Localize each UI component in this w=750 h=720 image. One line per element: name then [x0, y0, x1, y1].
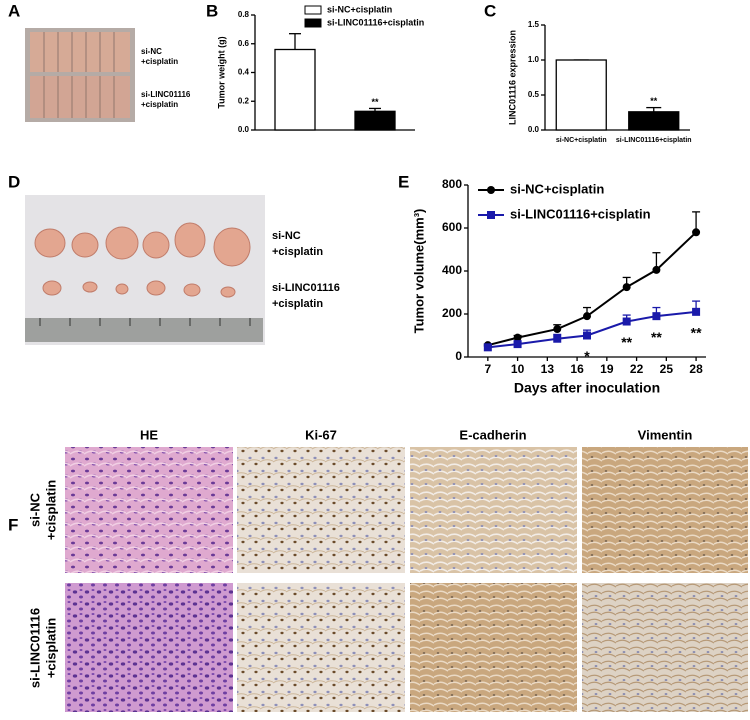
- tumor-photo: [25, 195, 265, 345]
- significance: **: [651, 329, 662, 345]
- group-label: +cisplatin: [272, 298, 323, 310]
- marker: [652, 312, 661, 321]
- x-tick-label: 22: [630, 362, 644, 376]
- significance: **: [621, 334, 632, 350]
- y-tick-label: 600: [442, 220, 462, 234]
- legend-label: si-NC+cisplatin: [327, 4, 392, 14]
- histology-images: [65, 447, 748, 712]
- y-tick-label: 1.5: [528, 20, 540, 29]
- bar: [628, 111, 680, 131]
- panel-label: F: [8, 515, 18, 534]
- y-tick-label: 0.0: [238, 125, 250, 134]
- x-tick-label: 13: [541, 362, 555, 376]
- x-tick-label: si-LINC01116+cisplatin: [616, 137, 692, 144]
- bar: [274, 48, 316, 131]
- y-tick-label: 1.0: [528, 55, 540, 64]
- y-tick-label: 400: [442, 263, 462, 277]
- group-label: si-LINC01116: [272, 282, 340, 294]
- y-tick-label: 0.0: [528, 125, 540, 134]
- significance: **: [691, 325, 702, 341]
- x-tick-label: 16: [570, 362, 584, 376]
- bar: [354, 110, 396, 131]
- group-label: +cisplatin: [141, 100, 178, 109]
- legend-label: si-LINC01116+cisplatin: [327, 17, 424, 27]
- mice-photo: [25, 28, 135, 122]
- panel-label: C: [484, 1, 496, 20]
- y-axis-label: Tumor weight (g): [216, 36, 226, 108]
- group-label: +cisplatin: [141, 57, 178, 66]
- legend-swatch: [304, 5, 322, 15]
- y-tick-label: 0.4: [238, 68, 250, 77]
- y-tick-label: 0.5: [528, 90, 540, 99]
- group-label: si-LINC01116: [141, 90, 191, 99]
- row-label: +cisplatin: [43, 480, 58, 540]
- marker: [483, 343, 492, 352]
- row-label: +cisplatin: [43, 618, 58, 678]
- marker: [622, 317, 631, 326]
- marker: [513, 340, 522, 349]
- row-label: si-LINC01116: [27, 608, 42, 688]
- x-tick-label: 19: [600, 362, 614, 376]
- column-header: Vimentin: [638, 427, 693, 442]
- legend-marker: [487, 186, 495, 194]
- legend-label: si-NC+cisplatin: [510, 181, 604, 196]
- row-label: si-NC: [27, 492, 42, 527]
- y-axis-label: LINC01116 expression: [507, 30, 517, 125]
- group-label: +cisplatin: [272, 246, 323, 258]
- marker: [622, 283, 631, 292]
- x-tick-label: 25: [660, 362, 674, 376]
- group-label: si-NC: [141, 47, 162, 56]
- legend-marker: [487, 211, 495, 219]
- x-tick-label: 7: [484, 362, 491, 376]
- significance: **: [371, 97, 379, 107]
- x-tick-label: 28: [689, 362, 703, 376]
- significance: *: [584, 348, 590, 364]
- marker: [652, 265, 661, 274]
- panel-label: E: [398, 172, 409, 191]
- significance: **: [650, 96, 658, 106]
- x-tick-label: 10: [511, 362, 525, 376]
- column-header: HE: [140, 427, 158, 442]
- y-tick-label: 200: [442, 306, 462, 320]
- x-tick-label: si-NC+cisplatin: [556, 137, 607, 144]
- legend-swatch: [304, 18, 322, 28]
- panel-label: D: [8, 172, 20, 191]
- marker: [583, 331, 591, 340]
- marker: [692, 307, 701, 316]
- marker: [583, 312, 591, 321]
- y-tick-label: 0.6: [238, 39, 250, 48]
- panel-label: A: [8, 1, 20, 20]
- x-axis-label: Days after inoculation: [514, 380, 660, 396]
- marker: [553, 325, 562, 334]
- y-tick-label: 800: [442, 177, 462, 191]
- marker: [553, 334, 562, 343]
- legend-label: si-LINC01116+cisplatin: [510, 206, 651, 221]
- group-label: si-NC: [272, 230, 301, 242]
- column-header: E-cadherin: [459, 427, 526, 442]
- column-header: Ki-67: [305, 427, 337, 442]
- y-axis-label: Tumor volume(mm³): [411, 209, 426, 334]
- y-tick-label: 0.8: [238, 10, 250, 19]
- line: [487, 231, 697, 347]
- marker: [513, 333, 522, 342]
- bar: [555, 59, 607, 131]
- marker: [692, 228, 701, 237]
- y-tick-label: 0.2: [238, 96, 250, 105]
- panel-label: B: [206, 1, 218, 20]
- y-tick-label: 0: [455, 349, 462, 363]
